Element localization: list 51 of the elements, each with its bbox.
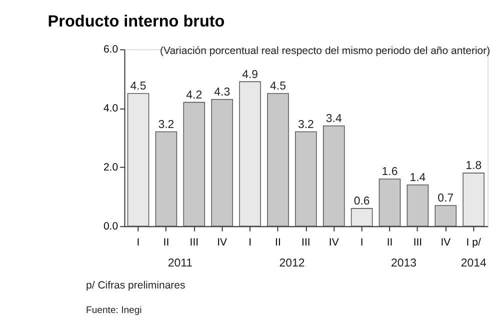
data-label: 1.6 bbox=[382, 166, 398, 178]
bar bbox=[434, 205, 457, 227]
data-label: 0.6 bbox=[354, 196, 370, 208]
data-label: 4.5 bbox=[130, 80, 146, 93]
bar bbox=[350, 208, 373, 227]
x-tick-label: IV bbox=[328, 236, 339, 249]
data-label: 4.5 bbox=[270, 80, 286, 93]
y-tick-label: 4.0 bbox=[103, 102, 118, 115]
data-label: 4.9 bbox=[242, 68, 258, 81]
y-tick-label: 2.0 bbox=[103, 162, 118, 174]
x-tick-label: II bbox=[275, 236, 281, 249]
x-tick-label: IV bbox=[440, 236, 451, 249]
y-tick-label: 6.0 bbox=[103, 44, 118, 56]
data-label: 1.8 bbox=[466, 160, 482, 172]
x-tick-label: I bbox=[248, 236, 252, 249]
bar bbox=[462, 172, 484, 227]
bar bbox=[322, 126, 345, 227]
text: 2012 bbox=[279, 257, 305, 270]
bar bbox=[155, 131, 178, 227]
text: 2011 bbox=[168, 257, 193, 270]
x-tick-label: III bbox=[413, 236, 422, 249]
bar bbox=[267, 93, 289, 227]
chart-title: Producto interno bruto bbox=[48, 12, 225, 30]
bar bbox=[127, 93, 150, 227]
bar bbox=[211, 98, 233, 227]
bar bbox=[406, 184, 429, 227]
text: 2013 bbox=[390, 257, 416, 270]
bar bbox=[239, 81, 261, 227]
data-label: 3.2 bbox=[298, 118, 314, 131]
y-tick-label: 0.0 bbox=[103, 220, 118, 232]
bar bbox=[295, 131, 317, 227]
data-label: 3.2 bbox=[158, 118, 174, 131]
data-label: 1.4 bbox=[410, 172, 426, 184]
text: 2014 bbox=[460, 257, 487, 270]
data-label: 4.2 bbox=[186, 89, 202, 102]
x-tick-label: II bbox=[163, 236, 170, 249]
bar bbox=[378, 178, 401, 227]
x-tick-label: II bbox=[386, 236, 393, 249]
x-tick-label: I bbox=[136, 236, 140, 249]
data-label: 4.3 bbox=[214, 86, 230, 99]
bar bbox=[183, 102, 206, 227]
chart-subtitle: (Variación porcentual real respecto del mismo periodo del año anterior) bbox=[160, 45, 490, 58]
x-tick-label: IV bbox=[217, 236, 228, 249]
x-tick-label: III bbox=[190, 236, 199, 249]
text: p/ Cifras preliminares bbox=[86, 279, 186, 292]
source-note: Fuente: Inegi bbox=[86, 305, 142, 316]
x-tick-label: I bbox=[360, 236, 364, 249]
x-tick-label: I p/ bbox=[466, 236, 481, 249]
x-tick-label: III bbox=[302, 236, 310, 249]
data-label: 0.7 bbox=[438, 192, 454, 205]
data-label: 3.4 bbox=[326, 113, 342, 126]
